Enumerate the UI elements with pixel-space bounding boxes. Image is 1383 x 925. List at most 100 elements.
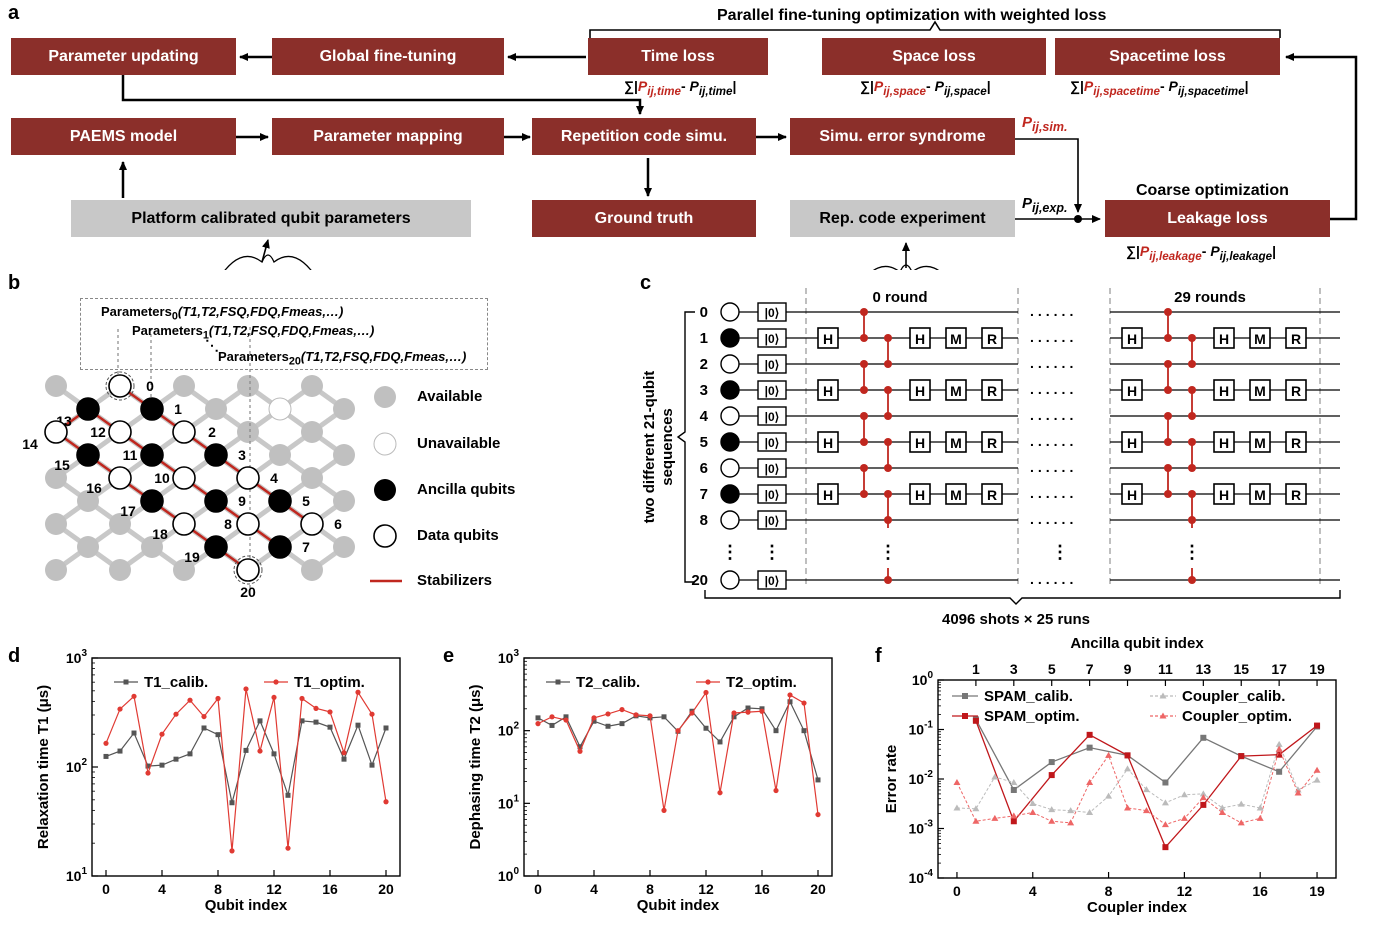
data-point (1200, 801, 1207, 808)
data-point (1124, 804, 1132, 811)
x-tick-label: 8 (1105, 883, 1113, 899)
gate-box (817, 431, 839, 453)
row-label-1: 1 (700, 330, 708, 347)
data-point (991, 773, 999, 780)
data-point (1238, 753, 1245, 760)
available-qubit (333, 444, 355, 466)
series-line (537, 700, 819, 781)
qubit-number-14: 14 (22, 436, 38, 452)
box-simu-error-syndrome: Simu. error syndrome (790, 118, 1015, 155)
data-point (159, 731, 165, 737)
available-qubit (205, 398, 227, 420)
gate-box (1285, 431, 1307, 453)
coarse-title: Coarse optimization (1136, 182, 1289, 199)
panel-letter-f: f (875, 645, 882, 667)
data-point (285, 845, 291, 851)
data-qubit (108, 374, 132, 398)
panel-letter-c: c (640, 272, 652, 294)
available-qubit (173, 559, 195, 581)
legend-label: Coupler_optim. (1182, 708, 1292, 725)
param-box (80, 298, 488, 370)
series-line (975, 719, 1318, 791)
row-label-5: 5 (700, 434, 708, 451)
gate-label: H (1219, 331, 1229, 347)
gate-box (945, 379, 967, 401)
gate-label: M (950, 435, 962, 451)
init-label: |0⟩ (765, 358, 780, 372)
x-tick-label: 12 (1177, 883, 1193, 899)
cz-dot (860, 386, 868, 394)
init-box (757, 354, 787, 374)
gate-box (1121, 379, 1143, 401)
data-point (605, 723, 611, 729)
legend-label: SPAM_calib. (984, 688, 1073, 705)
ancilla-qubit (720, 484, 740, 504)
data-point (327, 724, 333, 730)
data-point (619, 706, 625, 713)
data-point (1086, 744, 1093, 751)
x-tick-label: 0 (534, 881, 542, 897)
box-ground-truth: Ground truth (532, 200, 756, 237)
legend-stabilizers: Stabilizers (417, 572, 493, 589)
qubit-number-16: 16 (86, 480, 102, 496)
data-point (953, 804, 961, 811)
init-box (757, 406, 787, 426)
data-point (215, 732, 221, 738)
data-point (1294, 789, 1302, 796)
data-point (299, 695, 305, 702)
data-qubit (108, 466, 132, 490)
x2-tick-label: 3 (1010, 661, 1018, 677)
data-point (1218, 809, 1226, 816)
vertical-ellipsis: ⋮ (1183, 542, 1201, 562)
vertical-ellipsis: ⋮ (763, 542, 781, 562)
qubit-number-19: 19 (184, 549, 200, 565)
init-box (757, 302, 787, 322)
data-point (563, 717, 569, 723)
box-rep-code-experiment: Rep. code experiment (790, 200, 1015, 237)
data-point (131, 730, 137, 736)
gate-label: H (1127, 331, 1137, 347)
box-platform-params: Platform calibrated qubit parameters (71, 200, 471, 237)
data-qubit (172, 512, 196, 536)
x-tick-label: 12 (266, 881, 282, 897)
box-repetition-code-simu: Repetition code simu. (532, 118, 756, 155)
wire-dots: ...... (1030, 355, 1077, 371)
circuit-diagram: two different 21-qubitsequences 4096 shot… (641, 288, 1341, 627)
data-point (815, 777, 821, 783)
gate-box (1249, 431, 1271, 453)
cz-dot (1164, 360, 1172, 368)
gate-label: H (915, 331, 925, 347)
cz-dot (1188, 438, 1196, 446)
data-point (1105, 792, 1113, 799)
data-point (745, 705, 751, 711)
ancilla-qubit (204, 535, 228, 559)
data-point (1313, 766, 1321, 773)
box-paems-model: PAEMS model (11, 118, 236, 155)
x-tick-label: 8 (646, 881, 654, 897)
init-box (757, 510, 787, 530)
data-point (675, 728, 681, 734)
legend-unavailable: Unavailable (417, 435, 501, 452)
data-qubit (720, 458, 740, 478)
x-tick-label: 12 (698, 881, 714, 897)
qubit-number-8: 8 (224, 516, 232, 532)
x2-tick-label: 11 (1158, 661, 1173, 677)
gate-box (1249, 483, 1271, 505)
gate-label: R (1291, 435, 1301, 451)
data-point (103, 740, 109, 746)
sum-time: ∑|Pij,time- Pij,time| (624, 78, 737, 98)
row-label-6: 6 (700, 460, 708, 477)
gate-label: M (950, 331, 962, 347)
box-parameter-mapping: Parameter mapping (272, 118, 504, 155)
data-point (271, 751, 277, 757)
gate-label: H (1127, 383, 1137, 399)
cz-dot (1188, 360, 1196, 368)
qubit-number-20: 20 (240, 584, 256, 600)
y-tick-label: 101 (498, 793, 520, 811)
data-point (1086, 731, 1093, 738)
wire-dots: ...... (1030, 381, 1077, 397)
data-point (717, 790, 723, 796)
gate-box (817, 327, 839, 349)
legend-data: Data qubits (417, 527, 499, 544)
